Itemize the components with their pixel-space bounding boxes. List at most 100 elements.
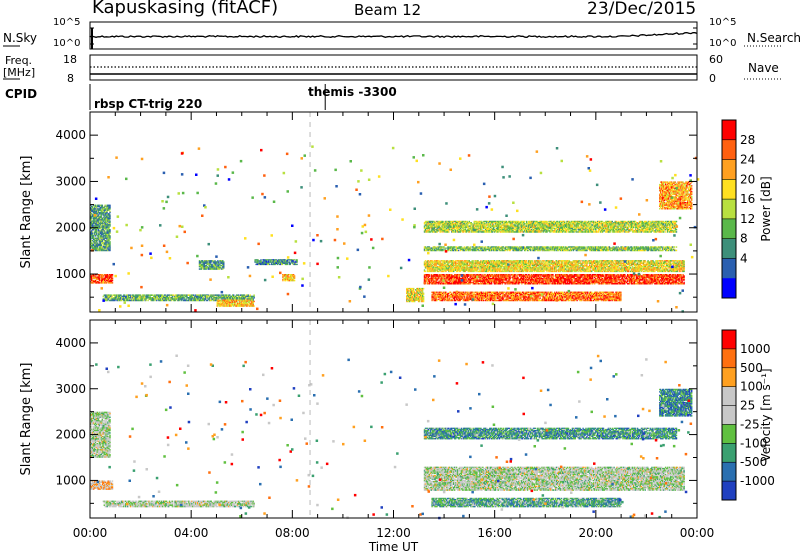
data-cell — [134, 298, 137, 300]
data-cell — [207, 298, 210, 300]
data-cell — [234, 295, 236, 298]
data-cell — [523, 277, 525, 280]
data-cell — [105, 211, 107, 214]
data-cell — [292, 260, 294, 262]
data-cell — [231, 305, 233, 307]
data-cell — [578, 282, 580, 285]
data-cell — [196, 299, 198, 302]
data-cell — [522, 275, 524, 277]
data-cell — [101, 278, 104, 281]
data-cell — [566, 279, 569, 281]
data-cell — [568, 275, 571, 277]
data-cell — [451, 276, 453, 279]
data-cell — [596, 274, 599, 276]
data-cell — [488, 280, 490, 282]
data-cell — [234, 303, 236, 305]
data-cell — [172, 299, 175, 302]
data-cell — [556, 280, 558, 282]
data-cell — [211, 260, 213, 262]
data-cell — [493, 275, 496, 277]
data-cell — [615, 280, 617, 282]
data-cell — [93, 207, 96, 209]
data-cell — [285, 276, 287, 278]
data-cell — [572, 275, 574, 277]
data-cell — [444, 277, 446, 280]
data-cell — [556, 277, 558, 280]
data-cell — [576, 277, 578, 280]
data-cell — [627, 280, 629, 282]
data-cell — [91, 278, 93, 281]
data-cell — [546, 275, 548, 277]
data-cell — [103, 205, 105, 208]
data-cell — [412, 287, 414, 290]
data-cell — [106, 222, 108, 225]
data-cell — [569, 276, 572, 279]
data-cell — [521, 275, 523, 277]
data-cell — [102, 207, 104, 209]
data-cell — [92, 274, 94, 276]
data-cell — [475, 275, 477, 277]
data-cell — [93, 276, 95, 278]
data-cell — [92, 210, 95, 213]
data-cell — [280, 262, 283, 264]
data-cell — [271, 259, 273, 261]
data-cell — [520, 279, 522, 281]
data-cell — [94, 209, 97, 211]
data-cell — [627, 274, 629, 276]
data-cell — [455, 282, 458, 285]
data-cell — [267, 262, 269, 264]
data-cell — [198, 261, 201, 263]
data-cell — [90, 246, 92, 248]
data-cell — [108, 294, 110, 296]
data-cell — [223, 294, 225, 296]
data-cell — [287, 261, 289, 263]
data-cell — [90, 282, 92, 284]
data-cell — [411, 299, 413, 301]
data-cell — [559, 275, 562, 277]
data-cell — [109, 281, 112, 283]
data-cell — [594, 279, 597, 281]
data-cell — [234, 305, 237, 307]
data-cell — [90, 225, 92, 227]
data-cell — [101, 275, 104, 277]
data-cell — [417, 289, 420, 291]
data-cell — [252, 295, 254, 298]
data-cell — [558, 275, 560, 277]
data-cell — [483, 282, 485, 285]
data-cell — [463, 276, 466, 279]
data-cell — [420, 287, 423, 290]
data-cell — [99, 236, 101, 238]
data-cell — [109, 205, 111, 208]
data-cell — [418, 298, 421, 300]
data-cell — [110, 276, 113, 278]
data-cell — [291, 274, 294, 276]
data-cell — [267, 263, 269, 266]
data-cell — [413, 289, 415, 291]
data-cell — [568, 281, 571, 284]
data-cell — [127, 294, 129, 296]
data-cell — [453, 280, 455, 282]
data-cell — [505, 275, 507, 277]
data-cell — [183, 299, 185, 302]
data-cell — [541, 281, 543, 284]
data-cell — [453, 275, 455, 277]
data-cell — [167, 299, 170, 302]
data-cell — [292, 263, 294, 266]
data-cell — [554, 281, 556, 284]
data-cell — [104, 242, 106, 244]
data-cell — [639, 279, 641, 281]
data-cell — [452, 282, 454, 285]
data-cell — [557, 279, 559, 281]
data-cell — [500, 281, 502, 284]
data-cell — [99, 247, 101, 249]
data-cell — [462, 280, 465, 282]
data-cell — [624, 276, 626, 279]
data-cell — [555, 274, 557, 276]
data-cell — [238, 303, 241, 305]
data-cell — [410, 287, 412, 290]
data-cell — [442, 275, 444, 277]
data-cell — [262, 263, 264, 266]
data-cell — [408, 292, 410, 295]
data-cell — [521, 277, 523, 280]
data-cell — [634, 280, 637, 282]
